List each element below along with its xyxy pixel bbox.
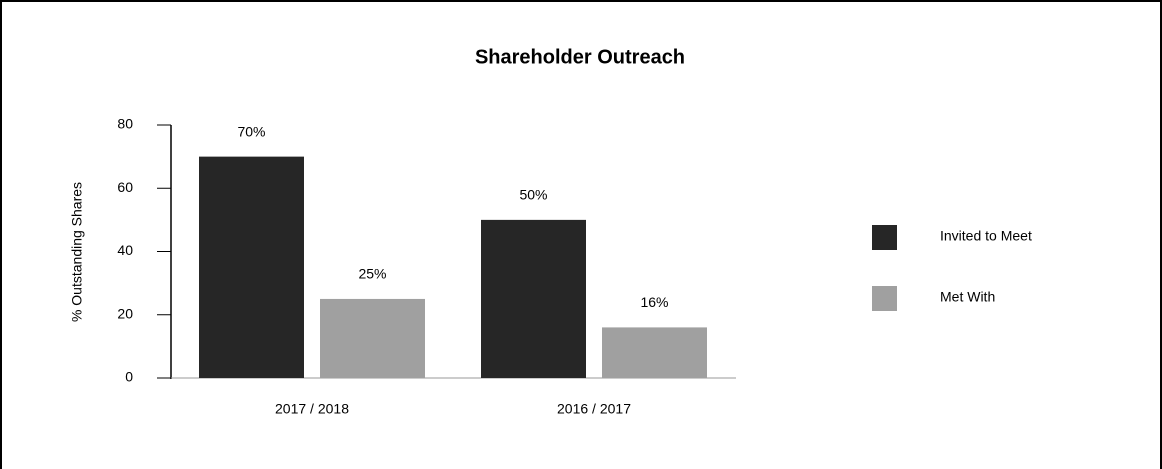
bar bbox=[320, 298, 425, 378]
y-tick-label: 80 bbox=[117, 116, 133, 132]
bar bbox=[602, 327, 707, 378]
y-tick-label: 60 bbox=[117, 179, 133, 195]
chart-title: Shareholder Outreach bbox=[475, 46, 685, 68]
legend-swatch bbox=[872, 286, 897, 311]
y-tick-label: 40 bbox=[117, 242, 133, 258]
legend-label: Invited to Meet bbox=[940, 228, 1032, 244]
value-label: 70% bbox=[237, 123, 265, 139]
y-axis-label: % Outstanding Shares bbox=[69, 182, 85, 322]
value-label: 50% bbox=[519, 187, 547, 203]
x-tick-label: 2016 / 2017 bbox=[557, 401, 631, 417]
x-tick-label: 2017 / 2018 bbox=[275, 401, 349, 417]
value-label: 16% bbox=[640, 294, 668, 310]
y-tick-label: 20 bbox=[117, 305, 133, 321]
y-tick-label: 0 bbox=[125, 369, 133, 385]
legend-swatch bbox=[872, 225, 897, 250]
legend-label: Met With bbox=[940, 289, 995, 305]
bar bbox=[481, 219, 586, 378]
value-label: 25% bbox=[358, 266, 386, 282]
bar bbox=[199, 156, 304, 378]
